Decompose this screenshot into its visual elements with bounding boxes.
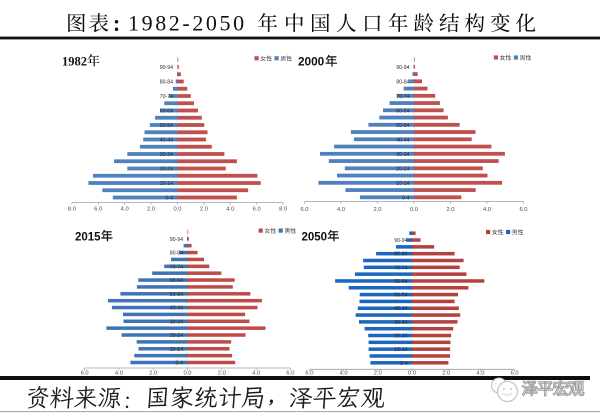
svg-text:2.0: 2.0 [446,207,454,213]
svg-text:4.0: 4.0 [115,370,123,376]
svg-text:50-54: 50-54 [170,292,183,298]
svg-text:70-74: 70-74 [160,94,173,100]
svg-text:50-54: 50-54 [160,123,173,129]
svg-text:30-34: 30-34 [160,152,173,158]
svg-text:30-34: 30-34 [394,320,407,326]
svg-text:2050: 2050 [302,231,328,243]
svg-text:80-84: 80-84 [394,252,407,258]
svg-text:60-64: 60-64 [160,109,173,115]
svg-text:20-24: 20-24 [160,167,173,173]
svg-text:2.0: 2.0 [218,370,226,376]
svg-text:30-34: 30-34 [170,319,183,325]
svg-text:0-4: 0-4 [400,361,408,367]
svg-text:2.0: 2.0 [373,207,381,213]
svg-text:90-94: 90-94 [394,238,407,244]
svg-text:6.0: 6.0 [253,207,261,213]
svg-text:80-84: 80-84 [396,79,409,85]
svg-text:40-44: 40-44 [160,138,173,144]
svg-text:60-64: 60-64 [394,279,407,285]
svg-text:0-4: 0-4 [402,195,410,201]
svg-text:20-24: 20-24 [170,333,183,339]
svg-text:2000: 2000 [298,55,325,69]
svg-text:2.0: 2.0 [149,370,157,376]
svg-text:20-24: 20-24 [396,166,409,172]
svg-text:60-64: 60-64 [170,278,183,284]
svg-text:90-94: 90-94 [396,65,409,71]
svg-text:2.0: 2.0 [147,207,155,213]
svg-text:70-74: 70-74 [170,264,183,270]
svg-text:8.0: 8.0 [68,207,76,213]
svg-text:0.0: 0.0 [410,207,418,213]
svg-text:8.0: 8.0 [279,207,287,213]
svg-text:10-14: 10-14 [170,347,183,353]
svg-text:6.0: 6.0 [81,370,89,376]
svg-text:4.0: 4.0 [121,207,129,213]
svg-text:4.0: 4.0 [337,207,345,213]
svg-text:0.0: 0.0 [408,371,416,377]
svg-text:2.0: 2.0 [374,371,382,377]
svg-text:40-44: 40-44 [396,137,409,143]
svg-text:90-94: 90-94 [170,237,183,243]
svg-text:4.0: 4.0 [226,207,234,213]
svg-text:4.0: 4.0 [340,371,348,377]
svg-text:4.0: 4.0 [483,207,491,213]
svg-text:20-24: 20-24 [394,334,407,340]
svg-text:0-4: 0-4 [166,196,174,202]
svg-text:10-14: 10-14 [160,181,173,187]
svg-text:30-34: 30-34 [396,152,409,158]
svg-text:4.0: 4.0 [476,371,484,377]
svg-text:2.0: 2.0 [442,371,450,377]
svg-text:10-14: 10-14 [394,347,407,353]
svg-text:0.0: 0.0 [173,207,181,213]
svg-text:6.0: 6.0 [305,371,313,377]
svg-text:90-94: 90-94 [160,65,173,71]
svg-text:1982-2050: 1982-2050 [128,11,247,36]
svg-text:50-54: 50-54 [396,123,409,129]
svg-text:6.0: 6.0 [511,371,519,377]
svg-text:80-84: 80-84 [160,80,173,86]
svg-text:2015: 2015 [75,231,101,243]
svg-text:0-4: 0-4 [176,361,184,367]
svg-text:6.0: 6.0 [94,207,102,213]
svg-text:0.0: 0.0 [183,370,191,376]
svg-text:4.0: 4.0 [252,370,260,376]
svg-text:80-84: 80-84 [170,251,183,257]
svg-text:2.0: 2.0 [200,207,208,213]
svg-text:1982: 1982 [62,54,87,68]
svg-text:70-74: 70-74 [394,265,407,271]
svg-text:6.0: 6.0 [286,370,294,376]
svg-text:50-54: 50-54 [394,293,407,299]
svg-text:6.0: 6.0 [300,207,308,213]
svg-text:6.0: 6.0 [519,207,527,213]
svg-text:70-74: 70-74 [396,94,409,100]
svg-text:40-44: 40-44 [394,306,407,312]
svg-text:40-44: 40-44 [170,306,183,312]
svg-text:10-14: 10-14 [396,181,409,187]
svg-text:60-64: 60-64 [396,108,409,114]
